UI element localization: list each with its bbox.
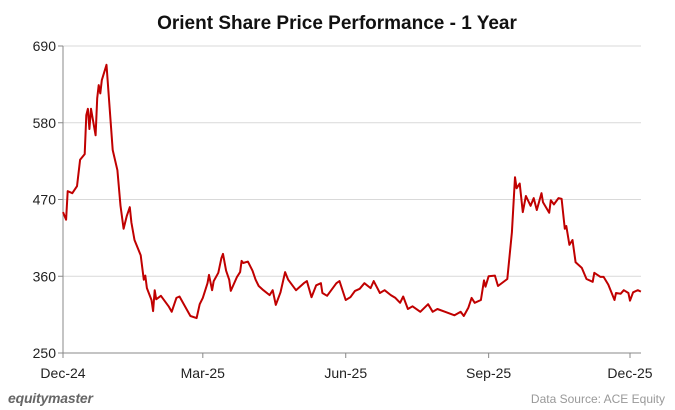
x-tick-label: Dec-25 [607, 365, 652, 381]
x-tick-label: Mar-25 [181, 365, 226, 381]
x-axis-ticks: Dec-24 Mar-25 Jun-25 Sep-25 Dec-25 [40, 353, 653, 381]
y-axis-ticks: 250 360 470 580 690 [33, 38, 63, 361]
data-source-note: Data Source: ACE Equity [530, 392, 665, 406]
gridlines [63, 45, 641, 277]
x-tick-label: Dec-24 [40, 365, 85, 381]
x-tick-label: Sep-25 [466, 365, 511, 381]
equitymaster-logo: equitymaster [8, 390, 93, 406]
y-tick-label: 690 [33, 38, 57, 54]
y-tick-label: 360 [33, 268, 57, 284]
y-tick-label: 470 [33, 192, 57, 208]
y-tick-label: 580 [33, 115, 57, 131]
y-tick-label: 250 [33, 345, 57, 361]
price-line [62, 63, 642, 320]
chart-title: Orient Share Price Performance - 1 Year [157, 13, 517, 34]
series-layer [62, 63, 642, 320]
x-tick-label: Jun-25 [324, 365, 367, 381]
